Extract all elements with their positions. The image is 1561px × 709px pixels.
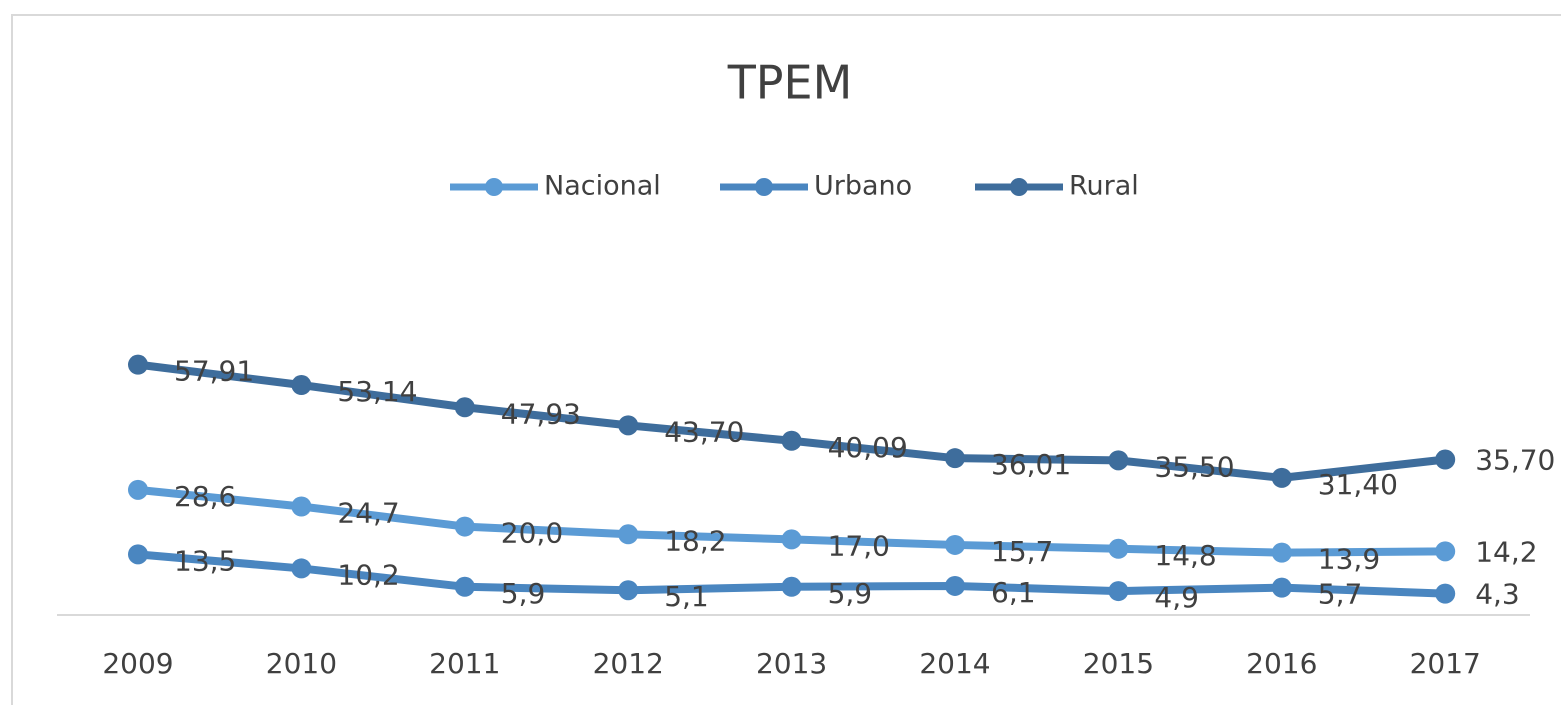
data-label: 57,91 — [174, 355, 254, 388]
x-tick-label: 2017 — [1410, 647, 1481, 680]
data-point — [618, 580, 639, 601]
data-point — [781, 529, 802, 550]
x-tick-label: 2010 — [266, 647, 337, 680]
data-point — [1271, 467, 1292, 488]
data-point — [781, 576, 802, 597]
data-point — [781, 430, 802, 451]
data-point — [1435, 583, 1456, 604]
data-label: 28,6 — [174, 480, 236, 513]
data-point — [128, 354, 148, 375]
data-label: 20,0 — [501, 517, 563, 550]
x-tick-label: 2016 — [1246, 647, 1317, 680]
data-point — [945, 575, 965, 596]
x-tick-label: 2009 — [102, 647, 173, 680]
data-point — [945, 534, 965, 555]
data-label: 15,7 — [991, 535, 1053, 568]
legend-label: Urbano — [814, 171, 912, 202]
data-label: 13,9 — [1318, 543, 1380, 576]
data-point — [1108, 450, 1129, 471]
data-point — [1271, 542, 1292, 563]
legend-marker — [1010, 178, 1028, 196]
data-point — [128, 544, 148, 565]
data-label: 10,2 — [337, 558, 399, 591]
series-line — [137, 360, 1446, 482]
data-point — [128, 479, 148, 500]
data-label: 5,9 — [501, 577, 546, 610]
chart-frame — [11, 14, 1561, 709]
data-point — [945, 448, 965, 469]
legend-marker — [485, 178, 503, 196]
data-label: 47,93 — [501, 397, 581, 430]
data-label: 24,7 — [337, 496, 399, 529]
x-tick-label: 2014 — [919, 647, 990, 680]
data-label: 43,70 — [664, 415, 744, 448]
data-label: 53,14 — [337, 375, 417, 408]
data-point — [1435, 449, 1456, 470]
data-point — [618, 524, 639, 545]
data-label: 5,7 — [1318, 578, 1363, 611]
data-label: 14,2 — [1475, 535, 1537, 568]
data-label: 4,9 — [1154, 581, 1199, 614]
data-label: 13,5 — [174, 544, 236, 577]
data-label: 6,1 — [991, 576, 1036, 609]
data-point — [454, 516, 475, 537]
data-point — [618, 415, 639, 436]
data-label: 5,1 — [664, 580, 709, 613]
legend-label: Nacional — [544, 171, 661, 202]
data-point — [454, 397, 475, 418]
x-tick-label: 2013 — [756, 647, 827, 680]
legend-marker — [755, 178, 773, 196]
data-label: 35,50 — [1154, 450, 1234, 483]
data-label: 4,3 — [1475, 578, 1520, 611]
data-point — [291, 496, 312, 517]
data-point — [1108, 581, 1129, 602]
data-label: 36,01 — [991, 448, 1071, 481]
data-point — [454, 576, 475, 597]
data-label: 40,09 — [828, 431, 908, 464]
data-label: 14,8 — [1154, 539, 1216, 572]
data-label: 5,9 — [828, 577, 873, 610]
chart-title: TPEM — [727, 56, 853, 110]
legend-label: Rural — [1069, 171, 1139, 202]
data-label: 31,40 — [1318, 468, 1398, 501]
data-label: 35,70 — [1475, 444, 1555, 477]
x-tick-label: 2011 — [429, 647, 500, 680]
data-point — [291, 375, 312, 396]
data-label: 17,0 — [828, 529, 890, 562]
x-tick-label: 2015 — [1083, 647, 1154, 680]
data-point — [1271, 577, 1292, 598]
data-point — [291, 558, 312, 579]
data-point — [1108, 538, 1129, 559]
data-point — [1435, 541, 1456, 562]
x-tick-label: 2012 — [593, 647, 664, 680]
data-label: 18,2 — [664, 524, 726, 557]
